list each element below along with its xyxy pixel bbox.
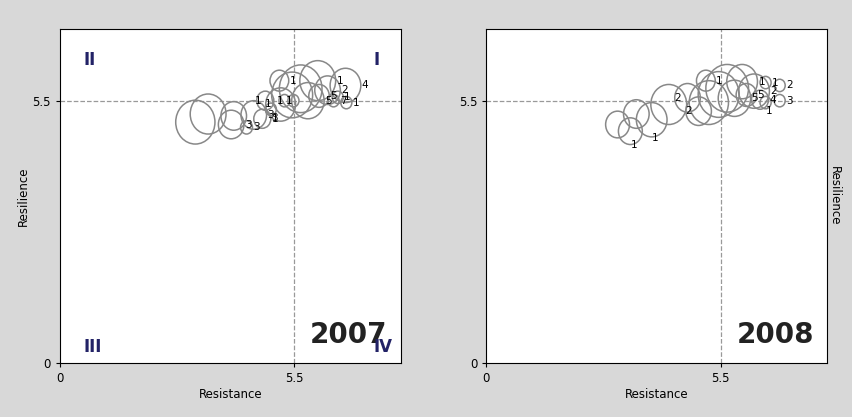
Text: 1: 1 bbox=[277, 95, 284, 106]
Text: 7: 7 bbox=[340, 95, 346, 106]
Text: 1: 1 bbox=[290, 75, 296, 85]
Text: 3: 3 bbox=[245, 120, 251, 130]
Text: 2: 2 bbox=[786, 80, 792, 90]
Text: 2: 2 bbox=[684, 106, 691, 116]
Text: 1: 1 bbox=[771, 78, 778, 88]
Text: I: I bbox=[373, 50, 379, 69]
X-axis label: Resistance: Resistance bbox=[199, 387, 262, 401]
Text: 1: 1 bbox=[286, 95, 292, 106]
Text: 2008: 2008 bbox=[735, 322, 813, 349]
Text: 5: 5 bbox=[331, 91, 337, 101]
Text: 5: 5 bbox=[757, 90, 763, 100]
Text: 3: 3 bbox=[253, 122, 260, 132]
Text: 4: 4 bbox=[361, 80, 368, 90]
Text: 5: 5 bbox=[751, 93, 757, 103]
Y-axis label: Resilience: Resilience bbox=[16, 166, 29, 226]
Text: 3: 3 bbox=[271, 113, 277, 123]
Text: 2007: 2007 bbox=[309, 322, 387, 349]
Text: 3: 3 bbox=[268, 110, 273, 120]
Text: 1: 1 bbox=[757, 77, 764, 87]
Text: 1: 1 bbox=[255, 95, 262, 106]
Text: 1: 1 bbox=[765, 106, 771, 116]
Text: 1: 1 bbox=[344, 92, 350, 102]
Text: 5: 5 bbox=[325, 95, 331, 106]
Text: 2: 2 bbox=[769, 86, 776, 96]
Text: 1: 1 bbox=[264, 100, 271, 110]
Text: 4: 4 bbox=[769, 95, 775, 105]
Text: 1: 1 bbox=[271, 114, 278, 124]
Text: 1: 1 bbox=[716, 75, 722, 85]
Text: 2: 2 bbox=[673, 93, 680, 103]
Text: 1: 1 bbox=[651, 133, 658, 143]
Text: III: III bbox=[83, 338, 101, 356]
Text: 1: 1 bbox=[630, 141, 636, 151]
Text: IV: IV bbox=[373, 338, 392, 356]
Text: 2: 2 bbox=[341, 85, 348, 95]
Text: 1: 1 bbox=[353, 98, 359, 108]
Text: 1: 1 bbox=[337, 75, 343, 85]
Text: 3: 3 bbox=[786, 95, 792, 106]
Text: II: II bbox=[83, 50, 95, 69]
X-axis label: Resistance: Resistance bbox=[625, 387, 688, 401]
Y-axis label: Resilience: Resilience bbox=[827, 166, 840, 226]
